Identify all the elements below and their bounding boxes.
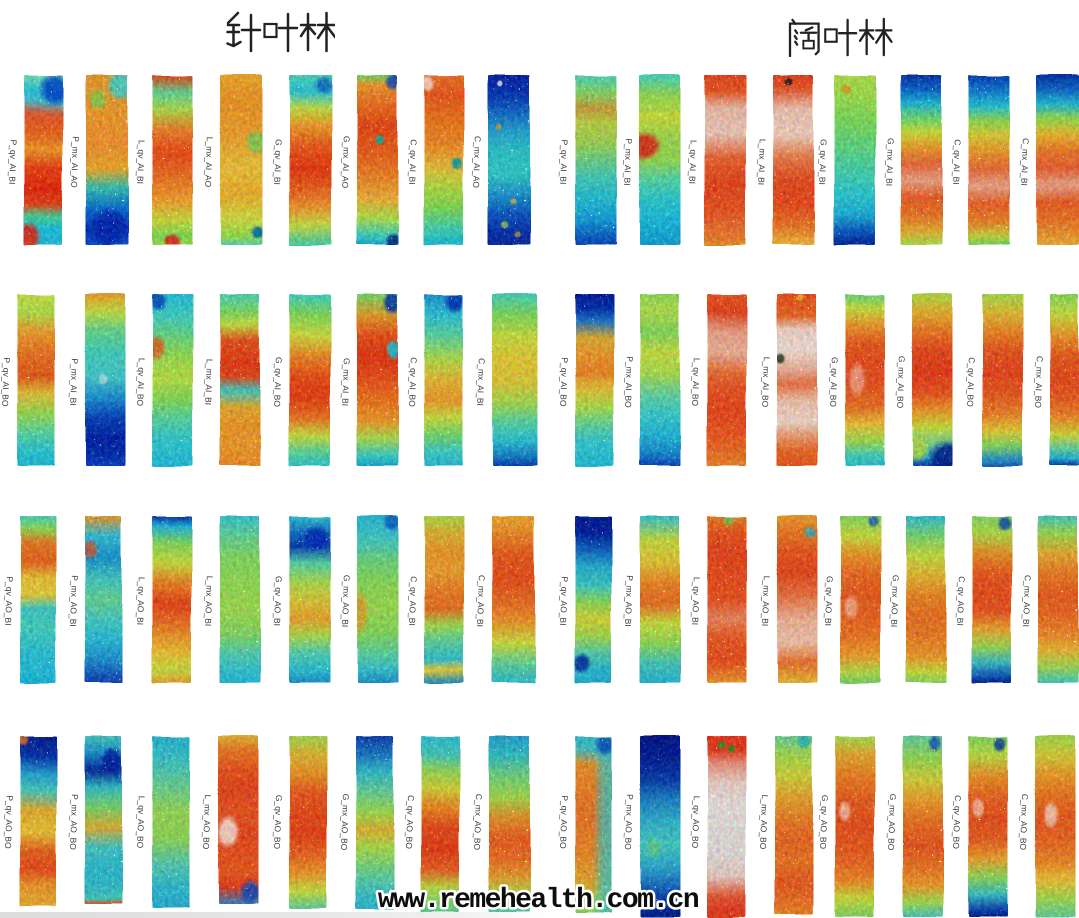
svg-text:www.remehealth.com.cn: www.remehealth.com.cn xyxy=(378,885,699,915)
